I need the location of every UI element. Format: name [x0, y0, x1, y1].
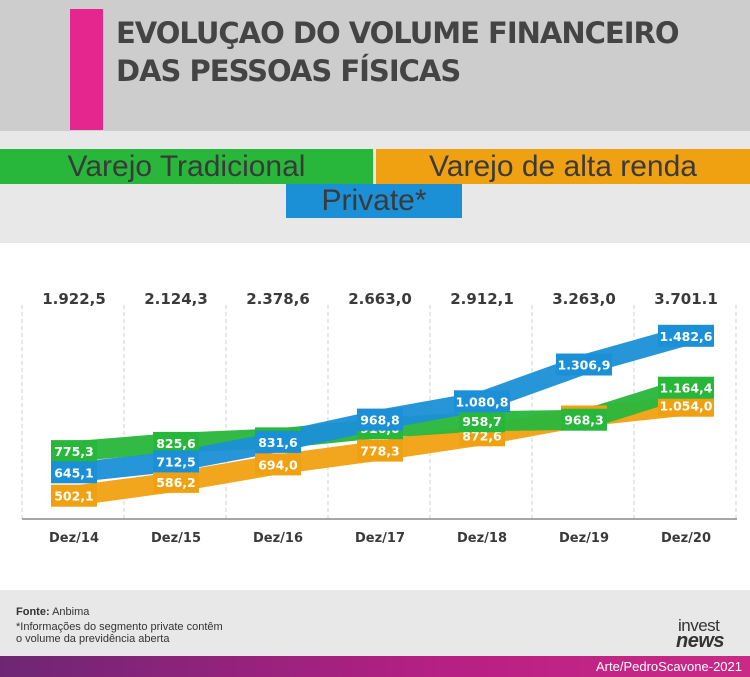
data-label: 958,7 [462, 414, 502, 429]
data-label: 1.306,9 [558, 358, 611, 373]
data-point-marker [255, 430, 301, 453]
total-label: 1.922,5 [42, 290, 106, 308]
x-tick-label: Dez/14 [49, 531, 99, 546]
footnote: *Informações do segmento private contêm … [16, 621, 296, 645]
x-tick-label: Dez/18 [457, 531, 507, 546]
data-label: 825,6 [156, 436, 196, 451]
data-label: 1.164,4 [660, 381, 713, 396]
data-label: 968,8 [360, 413, 400, 428]
source-note: Fonte: Anbima [16, 606, 89, 618]
title-line-2: DAS PESSOAS FÍSICAS [116, 54, 461, 88]
data-point-marker [51, 461, 97, 484]
data-label: 586,2 [156, 475, 196, 490]
x-tick-label: Dez/15 [151, 531, 201, 546]
x-tick-label: Dez/20 [661, 531, 711, 546]
source-label: Fonte: [16, 606, 50, 618]
data-label: 502,1 [54, 489, 94, 504]
data-point-marker [658, 324, 714, 347]
total-label: 2.663,0 [348, 290, 412, 308]
header-panel [0, 0, 750, 131]
total-label: 2.378,6 [246, 290, 310, 308]
investnews-logo: invest news [672, 616, 748, 656]
accent-bar [70, 9, 103, 130]
legend-private: Private* [286, 184, 462, 218]
data-point-marker [658, 394, 714, 417]
data-point-marker [459, 410, 505, 433]
line-chart: 502,1586,2694,0778,3872,6987,91.054,0775… [21, 290, 737, 546]
legend-varejo-tradicional-label: Varejo Tradicional [67, 149, 306, 183]
legend-varejo-tradicional: Varejo Tradicional [0, 149, 373, 184]
data-label: 778,3 [360, 444, 400, 459]
logo-text-top: invest [678, 616, 720, 635]
data-point-marker [357, 439, 403, 462]
legend-varejo-alta-renda-label: Varejo de alta renda [429, 149, 697, 183]
source-value: Anbima [52, 606, 90, 618]
legend-private-label: Private* [321, 184, 427, 217]
footnote-line-2: o volume da previdência aberta [16, 633, 170, 645]
data-point-marker [556, 353, 612, 376]
data-label: 831,6 [258, 435, 298, 450]
data-label: 775,3 [54, 444, 94, 459]
logo-text-bottom: news [676, 630, 725, 652]
x-tick-label: Dez/17 [355, 531, 405, 546]
data-point-marker [255, 453, 301, 476]
art-credit: Arte/PedroScavone-2021 [596, 659, 742, 674]
data-point-marker [561, 408, 607, 431]
data-label: 1.054,0 [660, 399, 713, 414]
data-label: 1.080,8 [456, 394, 509, 409]
total-label: 3.701.1 [654, 290, 718, 308]
data-point-marker [454, 390, 510, 413]
footnote-line-1: *Informações do segmento private contêm [16, 621, 223, 633]
data-point-marker [153, 431, 199, 454]
data-point-marker [153, 470, 199, 493]
data-point-marker [51, 440, 97, 463]
legend-varejo-alta-renda: Varejo de alta renda [376, 149, 750, 184]
title-line-1: EVOLUÇAO DO VOLUME FINANCEIRO [116, 16, 679, 50]
total-label: 3.263,0 [552, 290, 616, 308]
data-point-marker [51, 484, 97, 507]
credit-bar [0, 656, 750, 677]
x-tick-label: Dez/16 [253, 531, 303, 546]
total-label: 2.124,3 [144, 290, 208, 308]
data-label: 1.482,6 [660, 329, 713, 344]
data-point-marker [153, 450, 199, 473]
chart-title: EVOLUÇAO DO VOLUME FINANCEIRO DAS PESSOA… [116, 14, 736, 90]
data-point-marker [658, 376, 714, 399]
data-label: 968,3 [564, 413, 604, 428]
data-label: 694,0 [258, 457, 298, 472]
data-label: 645,1 [54, 465, 94, 480]
x-tick-label: Dez/19 [559, 531, 609, 546]
data-point-marker [357, 408, 403, 431]
total-label: 2.912,1 [450, 290, 514, 308]
data-label: 712,5 [156, 454, 196, 469]
footer-panel [0, 590, 750, 656]
